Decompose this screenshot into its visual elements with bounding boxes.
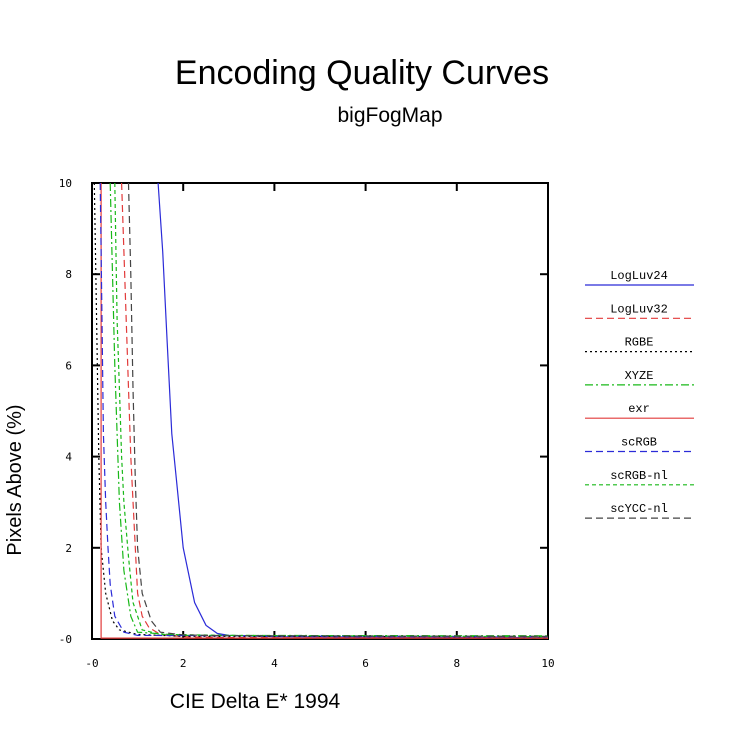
x-tick-label: 6 — [362, 657, 369, 670]
y-tick-label: 10 — [59, 177, 72, 190]
axis-ticks: -0 2 4 6 8 10 -0 2 4 6 8 10 — [59, 177, 555, 670]
series-line-exr — [100, 183, 548, 639]
x-axis-label: CIE Delta E* 1994 — [170, 690, 341, 713]
series-line-scycc-nl — [127, 182, 549, 637]
y-tick-label: 2 — [65, 542, 72, 555]
chart-title: Encoding Quality Curves — [175, 54, 549, 92]
legend-label: XYZE — [625, 369, 654, 383]
x-tick-label: 2 — [180, 657, 187, 670]
legend-label: LogLuv24 — [610, 269, 668, 283]
series-lines — [93, 182, 549, 639]
legend-label: scYCC-nl — [610, 502, 668, 516]
y-tick-label: -0 — [59, 633, 72, 646]
series-line-logluv32 — [121, 182, 549, 639]
legend-label: LogLuv32 — [610, 302, 668, 316]
plot-frame — [91, 182, 549, 640]
legend-label: exr — [628, 402, 650, 416]
legend: LogLuv24 LogLuv32 RGBE XYZE exr scRGB scRGB-nl… — [585, 269, 694, 519]
series-line-scrgb — [99, 182, 549, 638]
legend-label: scRGB-nl — [610, 469, 668, 483]
x-tick-label: 4 — [271, 657, 278, 670]
series-line-xyze — [109, 182, 549, 637]
series-line-scrgb-nl — [114, 182, 549, 638]
chart-subtitle: bigFogMap — [337, 104, 442, 127]
y-tick-label: 4 — [65, 451, 72, 464]
legend-label: RGBE — [625, 336, 654, 350]
legend-label: scRGB — [621, 436, 657, 450]
x-tick-label: 8 — [453, 657, 460, 670]
y-axis-label: Pixels Above (%) — [4, 404, 26, 555]
series-line-logluv24 — [157, 182, 549, 639]
x-tick-label: 10 — [541, 657, 554, 670]
y-tick-label: 6 — [65, 359, 72, 372]
x-tick-label: -0 — [85, 657, 98, 670]
y-tick-label: 8 — [65, 268, 72, 281]
